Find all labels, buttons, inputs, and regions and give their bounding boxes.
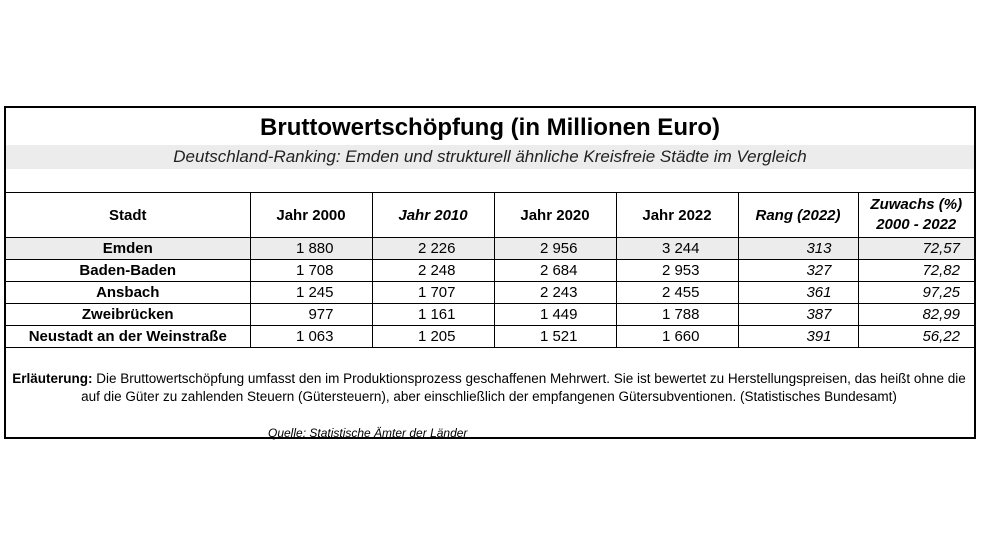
- cell-growth: 97,25: [857, 281, 974, 304]
- cell-city: Neustadt an der Weinstraße: [6, 325, 251, 348]
- cell-y2022: 3 244: [615, 237, 739, 260]
- cell-y2020: 1 449: [493, 303, 617, 326]
- header-jahr-2010: Jahr 2010: [371, 192, 495, 238]
- cell-growth: 72,57: [857, 237, 974, 260]
- cell-y2022: 2 455: [615, 281, 739, 304]
- header-zuwachs-line2: 2000 - 2022: [876, 216, 957, 233]
- header-jahr-2000: Jahr 2000: [249, 192, 373, 238]
- cell-y2000: 1 708: [249, 259, 373, 282]
- cell-y2020: 2 956: [493, 237, 617, 260]
- table-subtitle: Deutschland-Ranking: Emden und strukture…: [6, 145, 974, 169]
- cell-y2000: 1 063: [249, 325, 373, 348]
- header-rang-2022: Rang (2022): [737, 192, 859, 238]
- table-row: Zweibrücken 977 1 161 1 449 1 788 387 82…: [6, 303, 974, 326]
- cell-growth: 82,99: [857, 303, 974, 326]
- data-table: Stadt Jahr 2000 Jahr 2010 Jahr 2020 Jahr…: [6, 192, 974, 348]
- cell-rank: 387: [737, 303, 859, 326]
- cell-rank: 327: [737, 259, 859, 282]
- table-row: Ansbach 1 245 1 707 2 243 2 455 361 97,2…: [6, 281, 974, 304]
- cell-y2010: 1 161: [371, 303, 495, 326]
- cell-y2020: 2 684: [493, 259, 617, 282]
- cell-y2010: 2 248: [371, 259, 495, 282]
- header-zuwachs: Zuwachs (%) 2000 - 2022: [857, 192, 974, 238]
- cell-rank: 313: [737, 237, 859, 260]
- header-stadt: Stadt: [6, 192, 251, 238]
- cell-y2010: 2 226: [371, 237, 495, 260]
- cell-y2022: 2 953: [615, 259, 739, 282]
- cell-city: Zweibrücken: [6, 303, 251, 326]
- note-text: Die Bruttowertschöpfung umfasst den im P…: [81, 371, 966, 404]
- source-line: Quelle: Statistische Ämter der Länder: [268, 426, 468, 440]
- table-frame: Bruttowertschöpfung (in Millionen Euro) …: [4, 106, 976, 440]
- cell-y2000: 1 245: [249, 281, 373, 304]
- cell-y2022: 1 660: [615, 325, 739, 348]
- header-zuwachs-line1: Zuwachs (%): [870, 196, 963, 213]
- cell-y2000: 1 880: [249, 237, 373, 260]
- cell-city: Baden-Baden: [6, 259, 251, 282]
- cell-rank: 391: [737, 325, 859, 348]
- cell-rank: 361: [737, 281, 859, 304]
- cell-city: Emden: [6, 237, 251, 260]
- header-jahr-2020: Jahr 2020: [493, 192, 617, 238]
- cell-y2020: 2 243: [493, 281, 617, 304]
- cell-y2022: 1 788: [615, 303, 739, 326]
- cell-y2000: 977: [249, 303, 373, 326]
- cell-growth: 56,22: [857, 325, 974, 348]
- table-row: Neustadt an der Weinstraße 1 063 1 205 1…: [6, 325, 974, 348]
- cell-y2020: 1 521: [493, 325, 617, 348]
- cell-y2010: 1 205: [371, 325, 495, 348]
- table-row: Emden 1 880 2 226 2 956 3 244 313 72,57: [6, 237, 974, 260]
- cell-growth: 72,82: [857, 259, 974, 282]
- note-label: Erläuterung:: [12, 371, 93, 386]
- explanation-note: Erläuterung: Die Bruttowertschöpfung umf…: [10, 370, 968, 406]
- cell-y2010: 1 707: [371, 281, 495, 304]
- cell-city: Ansbach: [6, 281, 251, 304]
- header-jahr-2022: Jahr 2022: [615, 192, 739, 238]
- table-row: Baden-Baden 1 708 2 248 2 684 2 953 327 …: [6, 259, 974, 282]
- table-header-row: Stadt Jahr 2000 Jahr 2010 Jahr 2020 Jahr…: [6, 192, 974, 238]
- table-title: Bruttowertschöpfung (in Millionen Euro): [260, 114, 720, 141]
